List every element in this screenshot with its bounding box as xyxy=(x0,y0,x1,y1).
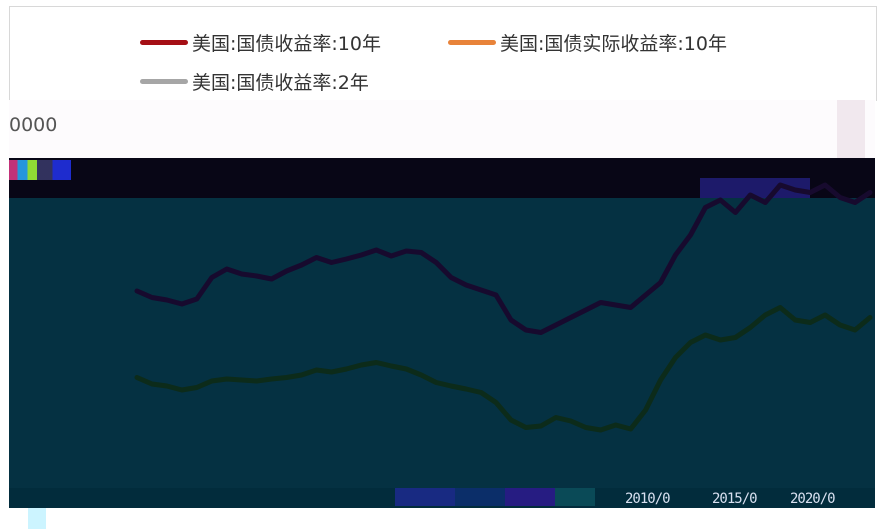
plot-area xyxy=(9,198,875,488)
legend-label-us-10y-yield: 美国:国债收益率:10年 xyxy=(192,32,381,55)
legend-label-us-2y-yield: 美国:国债收益率:2年 xyxy=(192,71,369,94)
x-tick-label-1: 2010/0 xyxy=(625,491,671,507)
footer-marker xyxy=(28,508,46,529)
y-tick-label-top: 0000 xyxy=(9,114,58,136)
legend-swatch-us-10y-yield xyxy=(140,39,188,45)
x-axis-artifact xyxy=(395,488,595,506)
chart-top-band-artifact xyxy=(837,100,865,158)
legend-item-us-10y-yield[interactable]: 美国:国债收益率:10年 xyxy=(140,30,381,55)
render-artifact-right xyxy=(700,178,810,198)
x-tick-label-3: 2020/0 xyxy=(790,491,836,507)
legend-swatch-us-10y-real-yield xyxy=(448,39,496,45)
x-tick-label-2: 2015/0 xyxy=(712,491,758,507)
legend-item-us-10y-real-yield[interactable]: 美国:国债实际收益率:10年 xyxy=(448,30,727,55)
legend-item-us-2y-yield[interactable]: 美国:国债收益率:2年 xyxy=(140,69,369,94)
series-line-0 xyxy=(134,182,873,335)
render-artifact-left xyxy=(9,160,71,180)
chart-legend: 美国:国债收益率:10年 美国:国债实际收益率:10年 美国:国债收益率:2年 xyxy=(0,0,877,100)
chart-footer xyxy=(0,508,877,529)
chart-top-band xyxy=(9,100,875,158)
legend-label-us-10y-real-yield: 美国:国债实际收益率:10年 xyxy=(500,32,727,55)
chart-frame xyxy=(9,6,877,101)
series-line-1 xyxy=(134,305,873,433)
legend-swatch-us-2y-yield xyxy=(140,78,188,84)
